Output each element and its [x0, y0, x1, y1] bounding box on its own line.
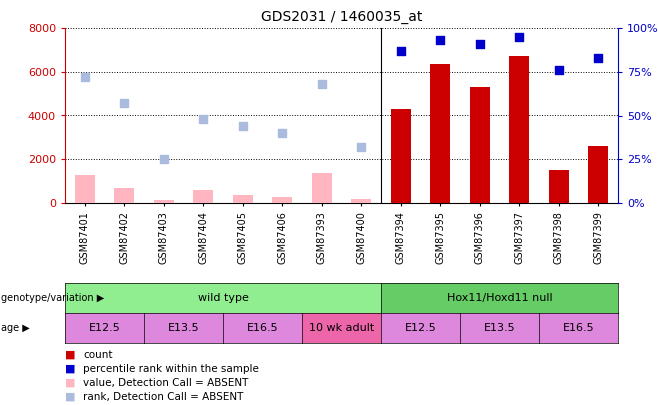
- Text: ■: ■: [65, 364, 76, 374]
- Text: 10 wk adult: 10 wk adult: [309, 323, 374, 333]
- Bar: [549, 170, 569, 203]
- Text: genotype/variation ▶: genotype/variation ▶: [1, 293, 105, 303]
- Bar: [470, 87, 490, 203]
- Text: ■: ■: [65, 378, 76, 388]
- Text: E12.5: E12.5: [89, 323, 120, 333]
- Text: Hox11/Hoxd11 null: Hox11/Hoxd11 null: [447, 293, 552, 303]
- Bar: [154, 200, 174, 203]
- Text: age ▶: age ▶: [1, 323, 30, 333]
- Text: E16.5: E16.5: [247, 323, 278, 333]
- Point: [159, 156, 169, 162]
- Point: [238, 123, 248, 129]
- Text: E12.5: E12.5: [405, 323, 436, 333]
- Bar: [193, 190, 213, 203]
- Text: percentile rank within the sample: percentile rank within the sample: [84, 364, 259, 374]
- Point: [395, 47, 406, 54]
- Text: E13.5: E13.5: [484, 323, 515, 333]
- Text: count: count: [84, 350, 113, 360]
- Bar: [233, 195, 253, 203]
- Text: ■: ■: [65, 350, 76, 360]
- Point: [553, 67, 564, 73]
- Bar: [312, 173, 332, 203]
- Text: ■: ■: [65, 392, 76, 402]
- Bar: [430, 64, 450, 203]
- Bar: [391, 109, 411, 203]
- Point: [198, 116, 209, 122]
- Point: [316, 81, 327, 87]
- Text: E16.5: E16.5: [563, 323, 594, 333]
- Bar: [272, 197, 292, 203]
- Point: [356, 144, 367, 150]
- Title: GDS2031 / 1460035_at: GDS2031 / 1460035_at: [261, 10, 422, 24]
- Point: [119, 100, 130, 107]
- Bar: [75, 175, 95, 203]
- Point: [435, 37, 445, 43]
- Text: E13.5: E13.5: [168, 323, 199, 333]
- Point: [474, 40, 485, 47]
- Text: value, Detection Call = ABSENT: value, Detection Call = ABSENT: [84, 378, 249, 388]
- Point: [593, 55, 603, 61]
- Bar: [351, 199, 371, 203]
- Text: rank, Detection Call = ABSENT: rank, Detection Call = ABSENT: [84, 392, 244, 402]
- Point: [514, 34, 524, 40]
- Bar: [114, 188, 134, 203]
- Text: wild type: wild type: [197, 293, 249, 303]
- Bar: [588, 146, 608, 203]
- Bar: [509, 56, 529, 203]
- Point: [277, 130, 288, 136]
- Point: [80, 74, 90, 80]
